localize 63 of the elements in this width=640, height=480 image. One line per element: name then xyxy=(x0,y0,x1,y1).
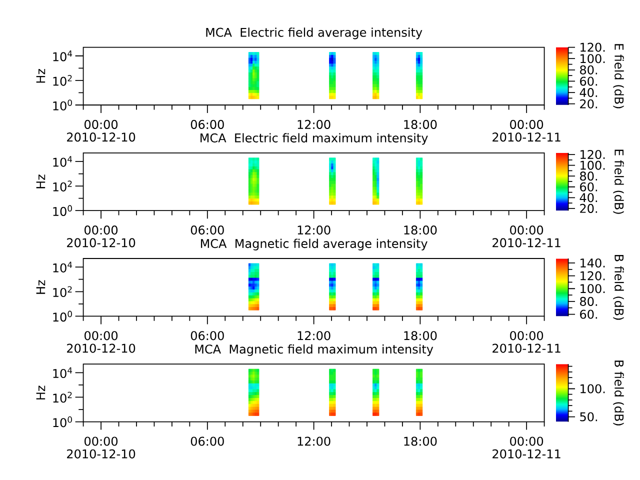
x-tick-label: 06:00 xyxy=(190,226,224,235)
color-bar-label: 20. xyxy=(580,99,598,108)
y-axis-title: Hz xyxy=(36,280,46,294)
x-tick-label: 00:00 2010-12-11 xyxy=(492,436,560,458)
color-bar-title: E field (dB) xyxy=(613,44,624,108)
color-bar-label: 100. xyxy=(580,160,605,170)
y-tick-label: 10$^{2}$ xyxy=(53,392,72,403)
x-tick-label: 00:00 2010-12-10 xyxy=(67,226,136,248)
color-bar-label: 100. xyxy=(580,284,605,294)
y-tick-label: 10$^{2}$ xyxy=(53,180,72,192)
x-tick-label: 00:00 2010-12-11 xyxy=(492,120,560,142)
color-bar-label: 60. xyxy=(580,182,598,192)
chart-title: MCA Magnetic field maximum intensity xyxy=(195,344,434,356)
color-bar-label: 100. xyxy=(580,384,605,394)
y-axis-title: Hz xyxy=(36,386,46,400)
y-tick-label: 10$^{0}$ xyxy=(53,310,72,322)
color-bar-label: 80. xyxy=(580,65,598,74)
chart-title: MCA Magnetic field average intensity xyxy=(200,238,428,250)
x-tick-label: 06:00 xyxy=(190,331,224,340)
x-tick-label: 12:00 xyxy=(298,331,330,340)
y-tick-label: 10$^{0}$ xyxy=(53,100,72,110)
color-bar-label: 50. xyxy=(580,412,598,422)
x-tick-label: 00:00 2010-12-11 xyxy=(492,226,560,248)
x-tick-label: 00:00 2010-12-10 xyxy=(67,436,136,458)
color-bar-label: 80. xyxy=(580,296,598,306)
x-tick-label: 18:00 xyxy=(404,120,437,129)
color-bar-label: 120. xyxy=(580,271,605,280)
y-tick-label: 10$^{2}$ xyxy=(53,75,72,86)
color-bar-title: B field (dB) xyxy=(613,255,624,320)
x-tick-label: 06:00 xyxy=(190,436,224,446)
y-tick-label: 10$^{0}$ xyxy=(53,416,72,428)
color-bar-label: 40. xyxy=(580,88,598,98)
y-axis-title: Hz xyxy=(36,69,46,83)
color-bar-label: 120. xyxy=(580,150,605,160)
color-bar-label: 20. xyxy=(580,204,598,213)
y-tick-label: 10$^{2}$ xyxy=(53,286,72,298)
chart-title: MCA Electric field maximum intensity xyxy=(200,133,428,145)
y-tick-label: 10$^{0}$ xyxy=(53,205,72,216)
y-tick-label: 10$^{4}$ xyxy=(53,50,72,62)
y-tick-label: 10$^{4}$ xyxy=(53,156,72,167)
color-bar-label: 80. xyxy=(580,172,598,181)
x-tick-label: 00:00 2010-12-11 xyxy=(492,331,560,353)
color-bar-label: 140. xyxy=(580,258,605,268)
color-bar-label: 60. xyxy=(580,76,598,86)
color-bar-label: 40. xyxy=(580,193,598,202)
x-tick-label: 12:00 xyxy=(298,226,330,235)
y-tick-label: 10$^{4}$ xyxy=(53,367,72,378)
y-tick-label: 10$^{4}$ xyxy=(53,262,72,272)
x-tick-label: 00:00 2010-12-10 xyxy=(67,120,136,142)
y-axis-title: Hz xyxy=(36,174,46,188)
x-tick-label: 12:00 xyxy=(298,436,330,446)
color-bar-title: E field (dB) xyxy=(613,150,624,214)
x-tick-label: 00:00 2010-12-10 xyxy=(67,331,136,353)
color-bar-label: 120. xyxy=(580,42,605,52)
chart-title: MCA Electric field average intensity xyxy=(206,28,422,40)
color-bar-title: B field (dB) xyxy=(613,360,624,426)
color-bar-label: 60. xyxy=(580,310,598,319)
x-tick-label: 18:00 xyxy=(404,226,437,235)
color-bar-label: 100. xyxy=(580,54,605,64)
x-tick-label: 18:00 xyxy=(404,331,437,340)
x-tick-label: 12:00 xyxy=(298,120,330,129)
x-tick-label: 06:00 xyxy=(190,120,224,129)
x-tick-label: 18:00 xyxy=(404,436,437,446)
